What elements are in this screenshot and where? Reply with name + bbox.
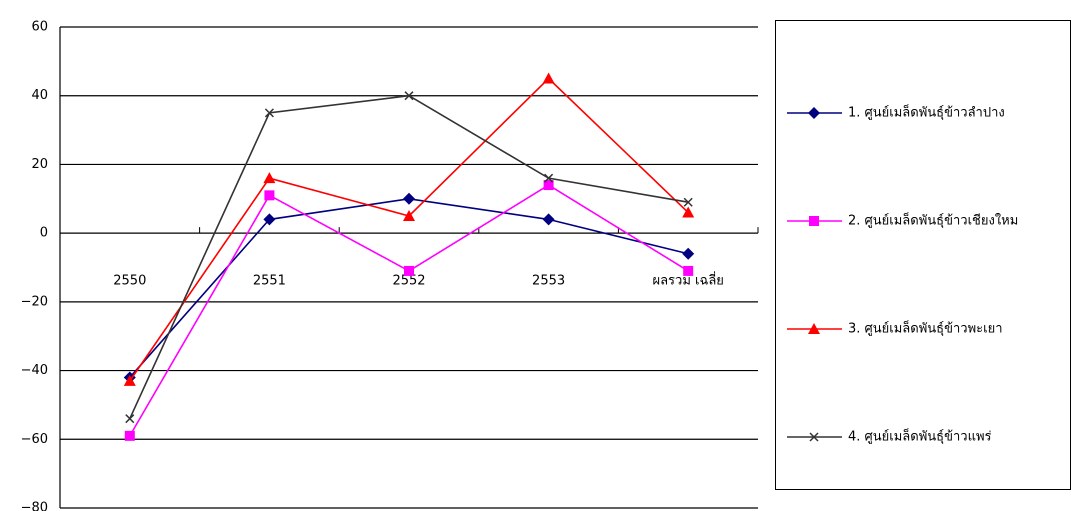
legend-label: 3. ศูนย์เมล็ดพันธุ์ข้าวพะเยา [848, 319, 1003, 337]
x-tick-label: 2553 [532, 274, 565, 289]
marker [809, 216, 819, 226]
marker [682, 247, 695, 260]
series-line [129, 184, 689, 437]
y-tick-label: 0 [40, 226, 48, 241]
x-tick-label: 2550 [113, 274, 146, 289]
marker [544, 173, 554, 183]
legend-label: 4. ศูนย์เมล็ดพันธุ์ข้าวแพร่ [848, 427, 992, 445]
marker [403, 209, 415, 221]
marker [263, 172, 276, 184]
marker [542, 72, 555, 84]
y-tick-label: −40 [21, 363, 48, 378]
marker [404, 265, 414, 276]
legend-label: 2. ศูนย์เมล็ดพันธุ์ข้าวเชียงใหม [848, 211, 1018, 229]
marker [683, 265, 694, 276]
marker [808, 107, 820, 119]
marker [264, 190, 275, 201]
marker [123, 374, 136, 386]
marker [404, 91, 414, 101]
y-tick-label: 60 [31, 20, 48, 35]
marker [542, 213, 555, 226]
x-tick-label: 2551 [253, 274, 286, 289]
legend-box [775, 20, 1071, 490]
legend-label: 1. ศูนย์เมล็ดพันธุ์ข้าวลำปาง [848, 103, 1005, 121]
x-tick-label: 2552 [392, 274, 425, 289]
marker [125, 414, 135, 424]
marker [124, 430, 135, 441]
y-tick-label: −20 [21, 294, 48, 309]
marker [263, 213, 276, 226]
y-tick-label: 40 [31, 88, 48, 103]
marker [403, 192, 415, 205]
marker [682, 206, 695, 218]
y-tick-label: −80 [21, 501, 48, 511]
marker [264, 108, 274, 118]
marker [543, 180, 554, 191]
series-line [129, 77, 689, 382]
marker [809, 432, 819, 442]
marker [808, 323, 820, 334]
y-tick-label: 20 [31, 157, 48, 172]
x-tick-label: ผลรวม เฉลี่ย [652, 272, 723, 289]
y-tick-label: −60 [21, 432, 48, 447]
marker [683, 197, 693, 207]
